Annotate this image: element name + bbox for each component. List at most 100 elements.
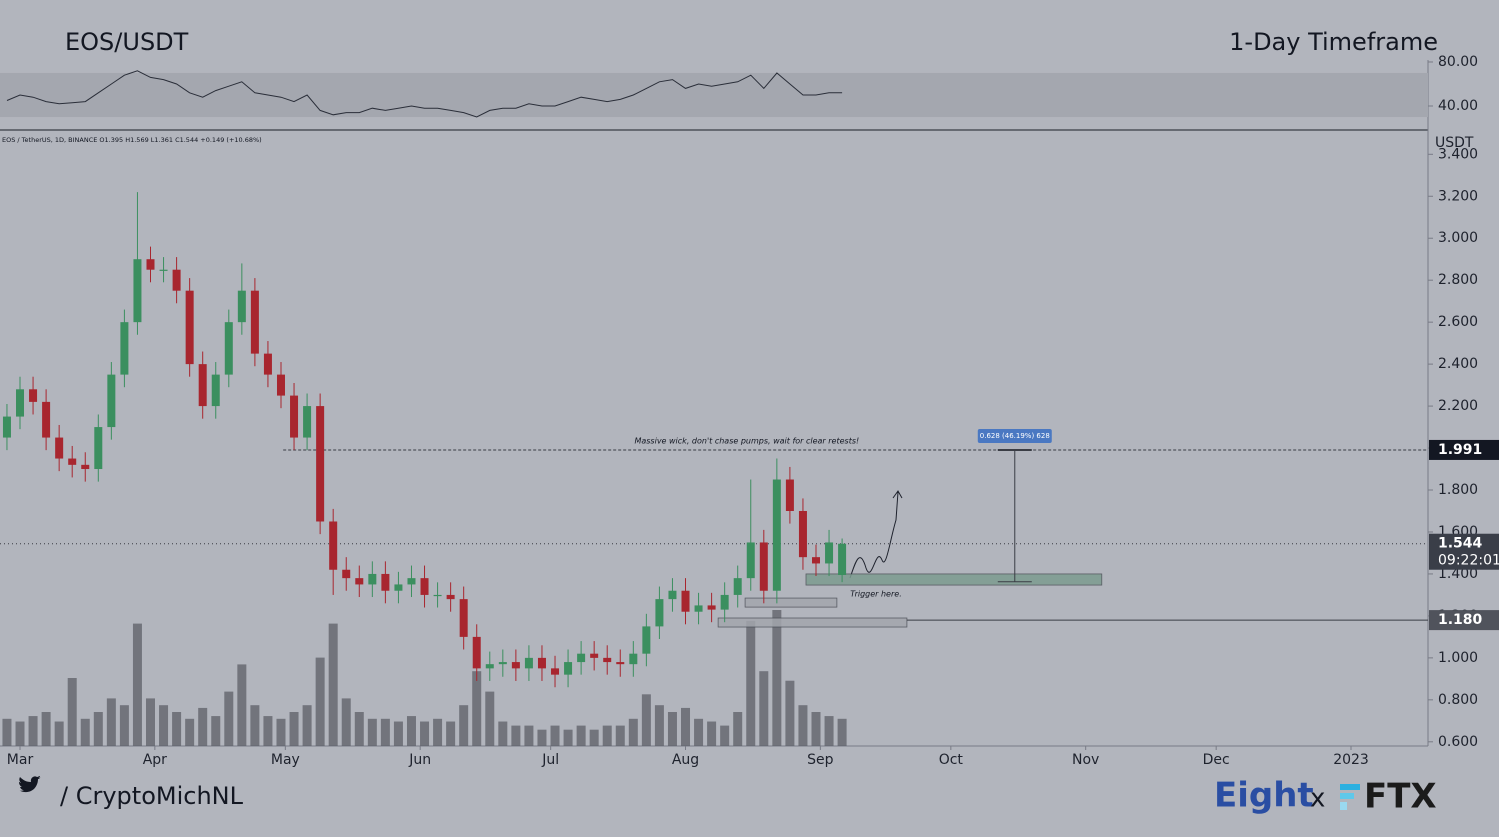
y-tick-label: 2.400 bbox=[1438, 356, 1478, 372]
volume-bar bbox=[119, 705, 129, 746]
candle-body bbox=[720, 594, 729, 610]
candle-body bbox=[590, 653, 599, 658]
candle-body bbox=[511, 662, 520, 669]
volume-bar bbox=[354, 712, 364, 746]
volume-bar bbox=[811, 712, 821, 746]
volume-bar bbox=[563, 729, 573, 746]
level-tag bbox=[1429, 439, 1499, 460]
ftx-logo-bar bbox=[1340, 802, 1347, 810]
candle-body bbox=[211, 374, 220, 407]
candle-body bbox=[198, 364, 207, 407]
y-tick-label: 2.200 bbox=[1438, 398, 1478, 414]
candle-body bbox=[564, 662, 573, 675]
x-tick-label: Sep bbox=[807, 752, 834, 768]
x-tick-label: Nov bbox=[1072, 752, 1099, 768]
volume-bar bbox=[80, 718, 90, 746]
volume-bar bbox=[367, 718, 377, 746]
volume-bar bbox=[2, 718, 12, 746]
volume-bar bbox=[380, 718, 390, 746]
volume-bar bbox=[628, 718, 638, 746]
rsi-band bbox=[0, 72, 1428, 118]
volume-bar bbox=[694, 718, 704, 746]
volume-bar bbox=[302, 705, 312, 746]
candle-body bbox=[812, 557, 820, 564]
candle-body bbox=[16, 389, 25, 417]
volume-bar bbox=[759, 671, 769, 746]
volume-bar bbox=[145, 698, 155, 746]
candle-body bbox=[459, 599, 468, 637]
volume-bar bbox=[772, 610, 782, 746]
volume-bar bbox=[446, 721, 456, 746]
projection-squiggle bbox=[849, 490, 903, 579]
candle-body bbox=[381, 573, 390, 591]
x-tick-label: May bbox=[271, 752, 300, 768]
volume-bar bbox=[289, 712, 299, 746]
candle-body bbox=[485, 664, 494, 669]
candle-body bbox=[433, 594, 442, 597]
volume-bar bbox=[132, 623, 142, 746]
ftx-logo-bar bbox=[1340, 793, 1354, 799]
rsi-tick-label: 80.00 bbox=[1438, 54, 1478, 70]
candle-body bbox=[407, 578, 416, 585]
volume-bar bbox=[511, 725, 521, 746]
candle-body bbox=[329, 521, 338, 570]
volume-bar bbox=[785, 680, 795, 746]
rsi-line bbox=[6, 70, 843, 118]
candle-body bbox=[120, 322, 129, 375]
volume-bar bbox=[433, 718, 443, 746]
volume-bar bbox=[576, 725, 586, 746]
volume-bar bbox=[406, 716, 416, 746]
y-unit: USDT bbox=[1435, 135, 1474, 151]
x-tick-label: Mar bbox=[7, 752, 34, 768]
volume-bar bbox=[93, 712, 103, 746]
y-tick-label: 1.000 bbox=[1438, 650, 1478, 666]
level-tag bbox=[1429, 533, 1499, 570]
y-tick-label: 3.000 bbox=[1438, 230, 1478, 246]
volume-bar bbox=[328, 623, 338, 746]
candle-body bbox=[368, 573, 377, 585]
volume-bar bbox=[550, 725, 560, 746]
candle-body bbox=[668, 590, 677, 600]
candle-body bbox=[250, 290, 259, 354]
volume-bar bbox=[733, 712, 743, 746]
candle-body bbox=[694, 605, 703, 612]
x-tick-label: Dec bbox=[1203, 752, 1230, 768]
candle-body bbox=[159, 269, 168, 271]
volume-bar bbox=[315, 657, 325, 746]
partner: FTX bbox=[1364, 777, 1437, 817]
brand: Eight bbox=[1214, 776, 1314, 816]
x-tick-label: 2023 bbox=[1333, 752, 1369, 768]
volume-bar bbox=[224, 691, 234, 746]
candle-body bbox=[2, 416, 11, 438]
candle-body bbox=[629, 653, 638, 665]
candle-body bbox=[733, 578, 742, 595]
level-label: 1.180 bbox=[1438, 612, 1483, 628]
candle-body bbox=[355, 578, 364, 585]
x-tick-label: Jun bbox=[408, 752, 431, 768]
y-tick-label: 3.200 bbox=[1438, 188, 1478, 204]
x-tick-label: Jul bbox=[541, 752, 559, 768]
candle-body bbox=[537, 657, 546, 669]
chart-subtitle: 1-Day Timeframe bbox=[1229, 28, 1438, 56]
volume-bar bbox=[472, 671, 482, 746]
volume-bar bbox=[707, 721, 717, 746]
candle-body bbox=[524, 657, 533, 669]
candle-body bbox=[263, 353, 272, 375]
x-tick-label: Aug bbox=[672, 752, 699, 768]
candle-body bbox=[276, 374, 285, 396]
annotation: Massive wick, don't chase pumps, wait fo… bbox=[634, 436, 859, 445]
level-tag bbox=[1429, 610, 1499, 631]
y-tick-label: 0.800 bbox=[1438, 692, 1478, 708]
candle-body bbox=[224, 322, 233, 375]
candle-body bbox=[55, 437, 64, 459]
candle-body bbox=[825, 542, 834, 564]
ftx-logo-bar bbox=[1340, 784, 1360, 790]
volume-bar bbox=[211, 716, 221, 746]
x-tick-label: Oct bbox=[939, 752, 964, 768]
volume-bar bbox=[393, 721, 403, 746]
candle-body bbox=[303, 406, 312, 438]
twitter-icon bbox=[18, 776, 41, 793]
rsi-tick-label: 40.00 bbox=[1438, 98, 1478, 114]
candle-body bbox=[172, 269, 181, 291]
